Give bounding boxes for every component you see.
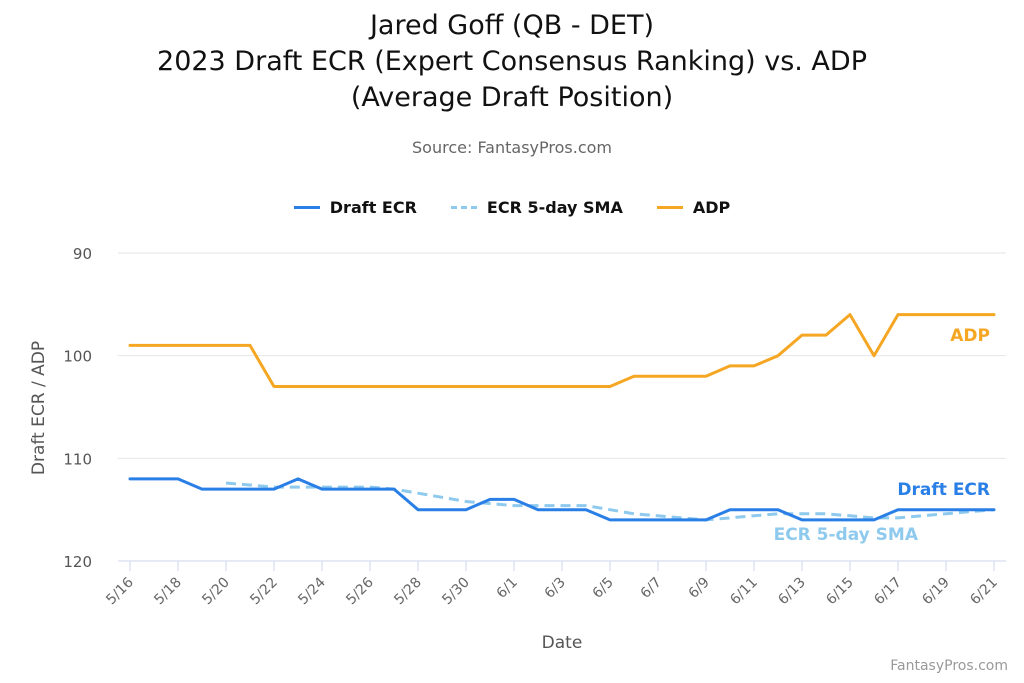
- x-axis: 5/16 5/18 5/20 5/22 5/24 5/26 5/28 5/30 6/1 6/3 6/…: [103, 560, 1006, 609]
- x-tick-label-6-21: 6/21: [967, 575, 1001, 609]
- x-tick-label-6-1: 6/1: [494, 575, 521, 602]
- legend-swatch-ecr-sma: [450, 206, 477, 209]
- x-tick-label-5-20: 5/20: [199, 575, 233, 609]
- x-tick-label-5-22: 5/22: [247, 575, 281, 609]
- x-tick-label-6-13: 6/13: [775, 575, 809, 609]
- y-tick-label-110: 110: [63, 450, 92, 468]
- legend-swatch-draft-ecr: [293, 206, 320, 209]
- legend-label-adp: ADP: [692, 198, 731, 217]
- x-tick-label-6-11: 6/11: [727, 575, 761, 609]
- chart-title: Jared Goff (QB - DET) 2023 Draft ECR (Ex…: [0, 8, 1024, 116]
- y-tick-label-100: 100: [63, 348, 92, 366]
- end-label-ecr-sma: ECR 5-day SMA: [774, 525, 919, 545]
- x-tick-label-5-18: 5/18: [151, 575, 185, 609]
- legend-swatch-adp: [656, 206, 683, 209]
- chart-title-line-2: 2023 Draft ECR (Expert Consensus Ranking…: [157, 46, 867, 77]
- y-tick-labels: 90 100 110 120: [63, 245, 92, 571]
- legend-item-ecr-sma[interactable]: ECR 5-day SMA: [450, 198, 623, 217]
- end-label-adp: ADP: [950, 326, 990, 346]
- series-lines: [128, 313, 996, 522]
- chart-title-line-1: Jared Goff (QB - DET): [369, 10, 655, 41]
- y-tick-label-120: 120: [63, 553, 92, 571]
- series-end-labels: Draft ECR ECR 5-day SMA ADP: [774, 326, 990, 545]
- x-tick-label-6-7: 6/7: [638, 575, 665, 602]
- x-tick-label-5-24: 5/24: [295, 574, 329, 608]
- chart-title-line-3: (Average Draft Position): [350, 82, 674, 113]
- legend-label-draft-ecr: Draft ECR: [329, 198, 417, 217]
- x-tick-label-6-17: 6/17: [871, 575, 905, 609]
- x-axis-title: Date: [542, 633, 583, 653]
- x-tick-label-6-9: 6/9: [686, 575, 713, 602]
- series-line-adp: [128, 313, 996, 388]
- legend-item-adp[interactable]: ADP: [656, 198, 731, 217]
- end-label-draft-ecr: Draft ECR: [897, 480, 990, 500]
- gridlines: [118, 252, 1006, 459]
- legend: Draft ECR ECR 5-day SMA ADP: [0, 198, 1024, 217]
- x-tick-label-6-5: 6/5: [590, 575, 617, 602]
- x-tick-label-6-15: 6/15: [823, 575, 857, 609]
- x-tick-label-5-16: 5/16: [103, 574, 137, 608]
- y-axis-title: Draft ECR / ADP: [29, 341, 49, 475]
- x-tick-label-5-26: 5/26: [343, 574, 377, 608]
- credit-text: FantasyPros.com: [890, 658, 1008, 674]
- x-tick-label-6-19: 6/19: [919, 575, 953, 609]
- y-tick-label-90: 90: [73, 245, 92, 263]
- x-tick-label-5-30: 5/30: [439, 575, 473, 609]
- x-tick-label-5-28: 5/28: [391, 575, 425, 609]
- legend-label-ecr-sma: ECR 5-day SMA: [486, 198, 623, 217]
- series-line-draft-ecr: [128, 477, 996, 522]
- x-tick-label-6-3: 6/3: [542, 575, 569, 602]
- chart-subtitle: Source: FantasyPros.com: [412, 138, 612, 157]
- series-line-ecr-5-day-sma: [225, 481, 995, 522]
- legend-item-draft-ecr[interactable]: Draft ECR: [293, 198, 417, 217]
